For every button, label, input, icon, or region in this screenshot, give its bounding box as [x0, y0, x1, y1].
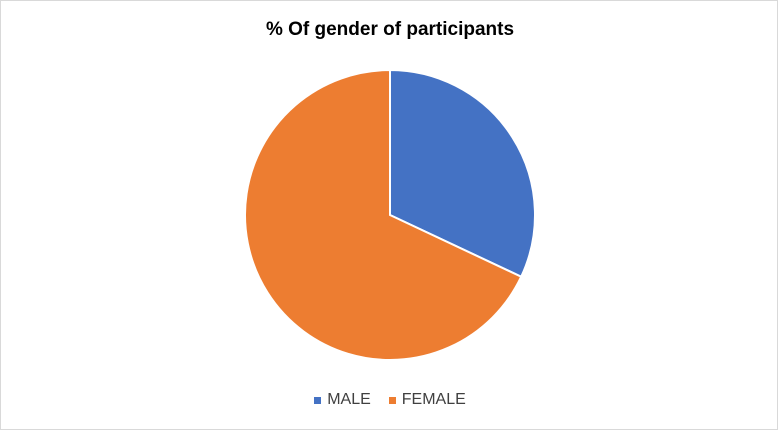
legend-swatch	[388, 396, 396, 404]
legend: MALE FEMALE	[1, 391, 778, 409]
legend-item-male: MALE	[314, 391, 371, 409]
pie-slice-female	[244, 68, 523, 361]
pie-slice-male	[389, 68, 536, 279]
legend-item-female: FEMALE	[388, 391, 466, 409]
legend-label: FEMALE	[401, 391, 466, 408]
chart-title: % Of gender of participants	[265, 19, 515, 40]
legend-swatch	[314, 396, 322, 404]
legend-label: MALE	[327, 391, 371, 408]
